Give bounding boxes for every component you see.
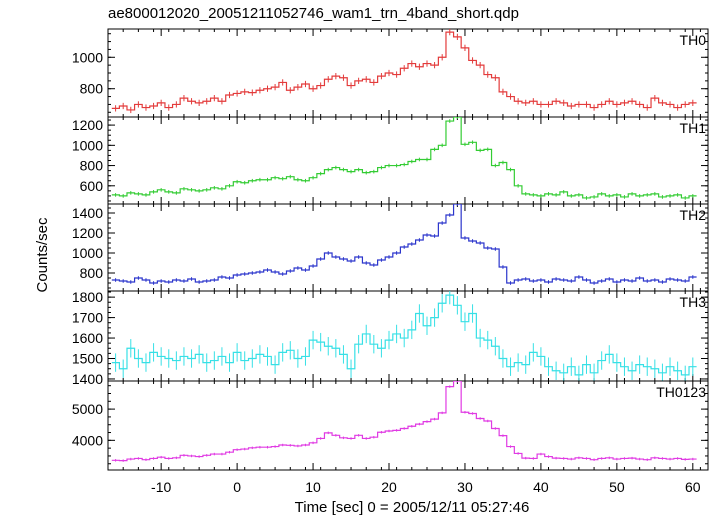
y-tick-label: 800: [80, 265, 104, 281]
panel-th3: 1400 1500 1600 1700 1800 TH3: [72, 289, 709, 387]
x-axis-label: Time [sec] 0 = 2005/12/11 05:27:46: [295, 499, 530, 516]
y-tick-label: 1200: [72, 117, 103, 133]
y-tick-label: 5000: [72, 401, 103, 417]
series-th0: [111, 29, 697, 114]
x-tick-label: 20: [381, 479, 397, 495]
data-line: [111, 31, 697, 111]
panel-frame: [107, 380, 709, 471]
panel-label: TH0123: [656, 384, 706, 400]
y-tick-label: 1400: [72, 205, 103, 221]
x-tick-label: 10: [305, 479, 321, 495]
y-tick-label: 1000: [72, 245, 103, 261]
y-tick-label: 1000: [72, 137, 103, 153]
series-th0123: [111, 381, 697, 462]
y-tick-label: 800: [80, 158, 104, 174]
data-line: [111, 204, 697, 284]
panel-th0123: 4000 5000 TH0123: [72, 380, 709, 471]
panel-th2: 800 1000 1200 1400 TH2: [72, 203, 709, 292]
data-line: [111, 117, 697, 199]
y-tick-label: 600: [80, 178, 104, 194]
series-th2: [111, 204, 697, 285]
panel-label: TH0: [680, 32, 707, 48]
panel-th1: 600 800 1000 1200 TH1: [72, 116, 709, 205]
panel-frame: [107, 28, 709, 118]
x-tick-label: 60: [685, 479, 701, 495]
data-line: [111, 294, 697, 376]
panel-label: TH1: [680, 120, 707, 136]
x-tick-label: 30: [457, 479, 473, 495]
y-tick-label: 800: [80, 81, 104, 97]
y-tick-label: 1800: [72, 289, 103, 305]
x-tick-label: -10: [151, 479, 171, 495]
y-tick-label: 1500: [72, 351, 103, 367]
y-tick-label: 4000: [72, 432, 103, 448]
panel-label: TH3: [680, 294, 707, 310]
y-tick-label: 1600: [72, 330, 103, 346]
y-axis-label: Counts/sec: [34, 217, 51, 293]
y-tick-label: 1000: [72, 49, 103, 65]
x-tick-label: 0: [233, 479, 241, 495]
chart-title: ae800012020_20051211052746_wam1_trn_4ban…: [108, 5, 519, 22]
x-tick-label: 50: [609, 479, 625, 495]
series-th1: [111, 117, 697, 200]
panel-th0: 800 1000 TH0: [72, 28, 709, 118]
y-tick-label: 1700: [72, 310, 103, 326]
x-tick-label: 40: [533, 479, 549, 495]
series-th3: [111, 291, 697, 381]
y-tick-label: 1400: [72, 371, 103, 387]
panel-label: TH2: [680, 207, 707, 223]
data-line: [111, 381, 697, 462]
y-tick-label: 1200: [72, 225, 103, 241]
